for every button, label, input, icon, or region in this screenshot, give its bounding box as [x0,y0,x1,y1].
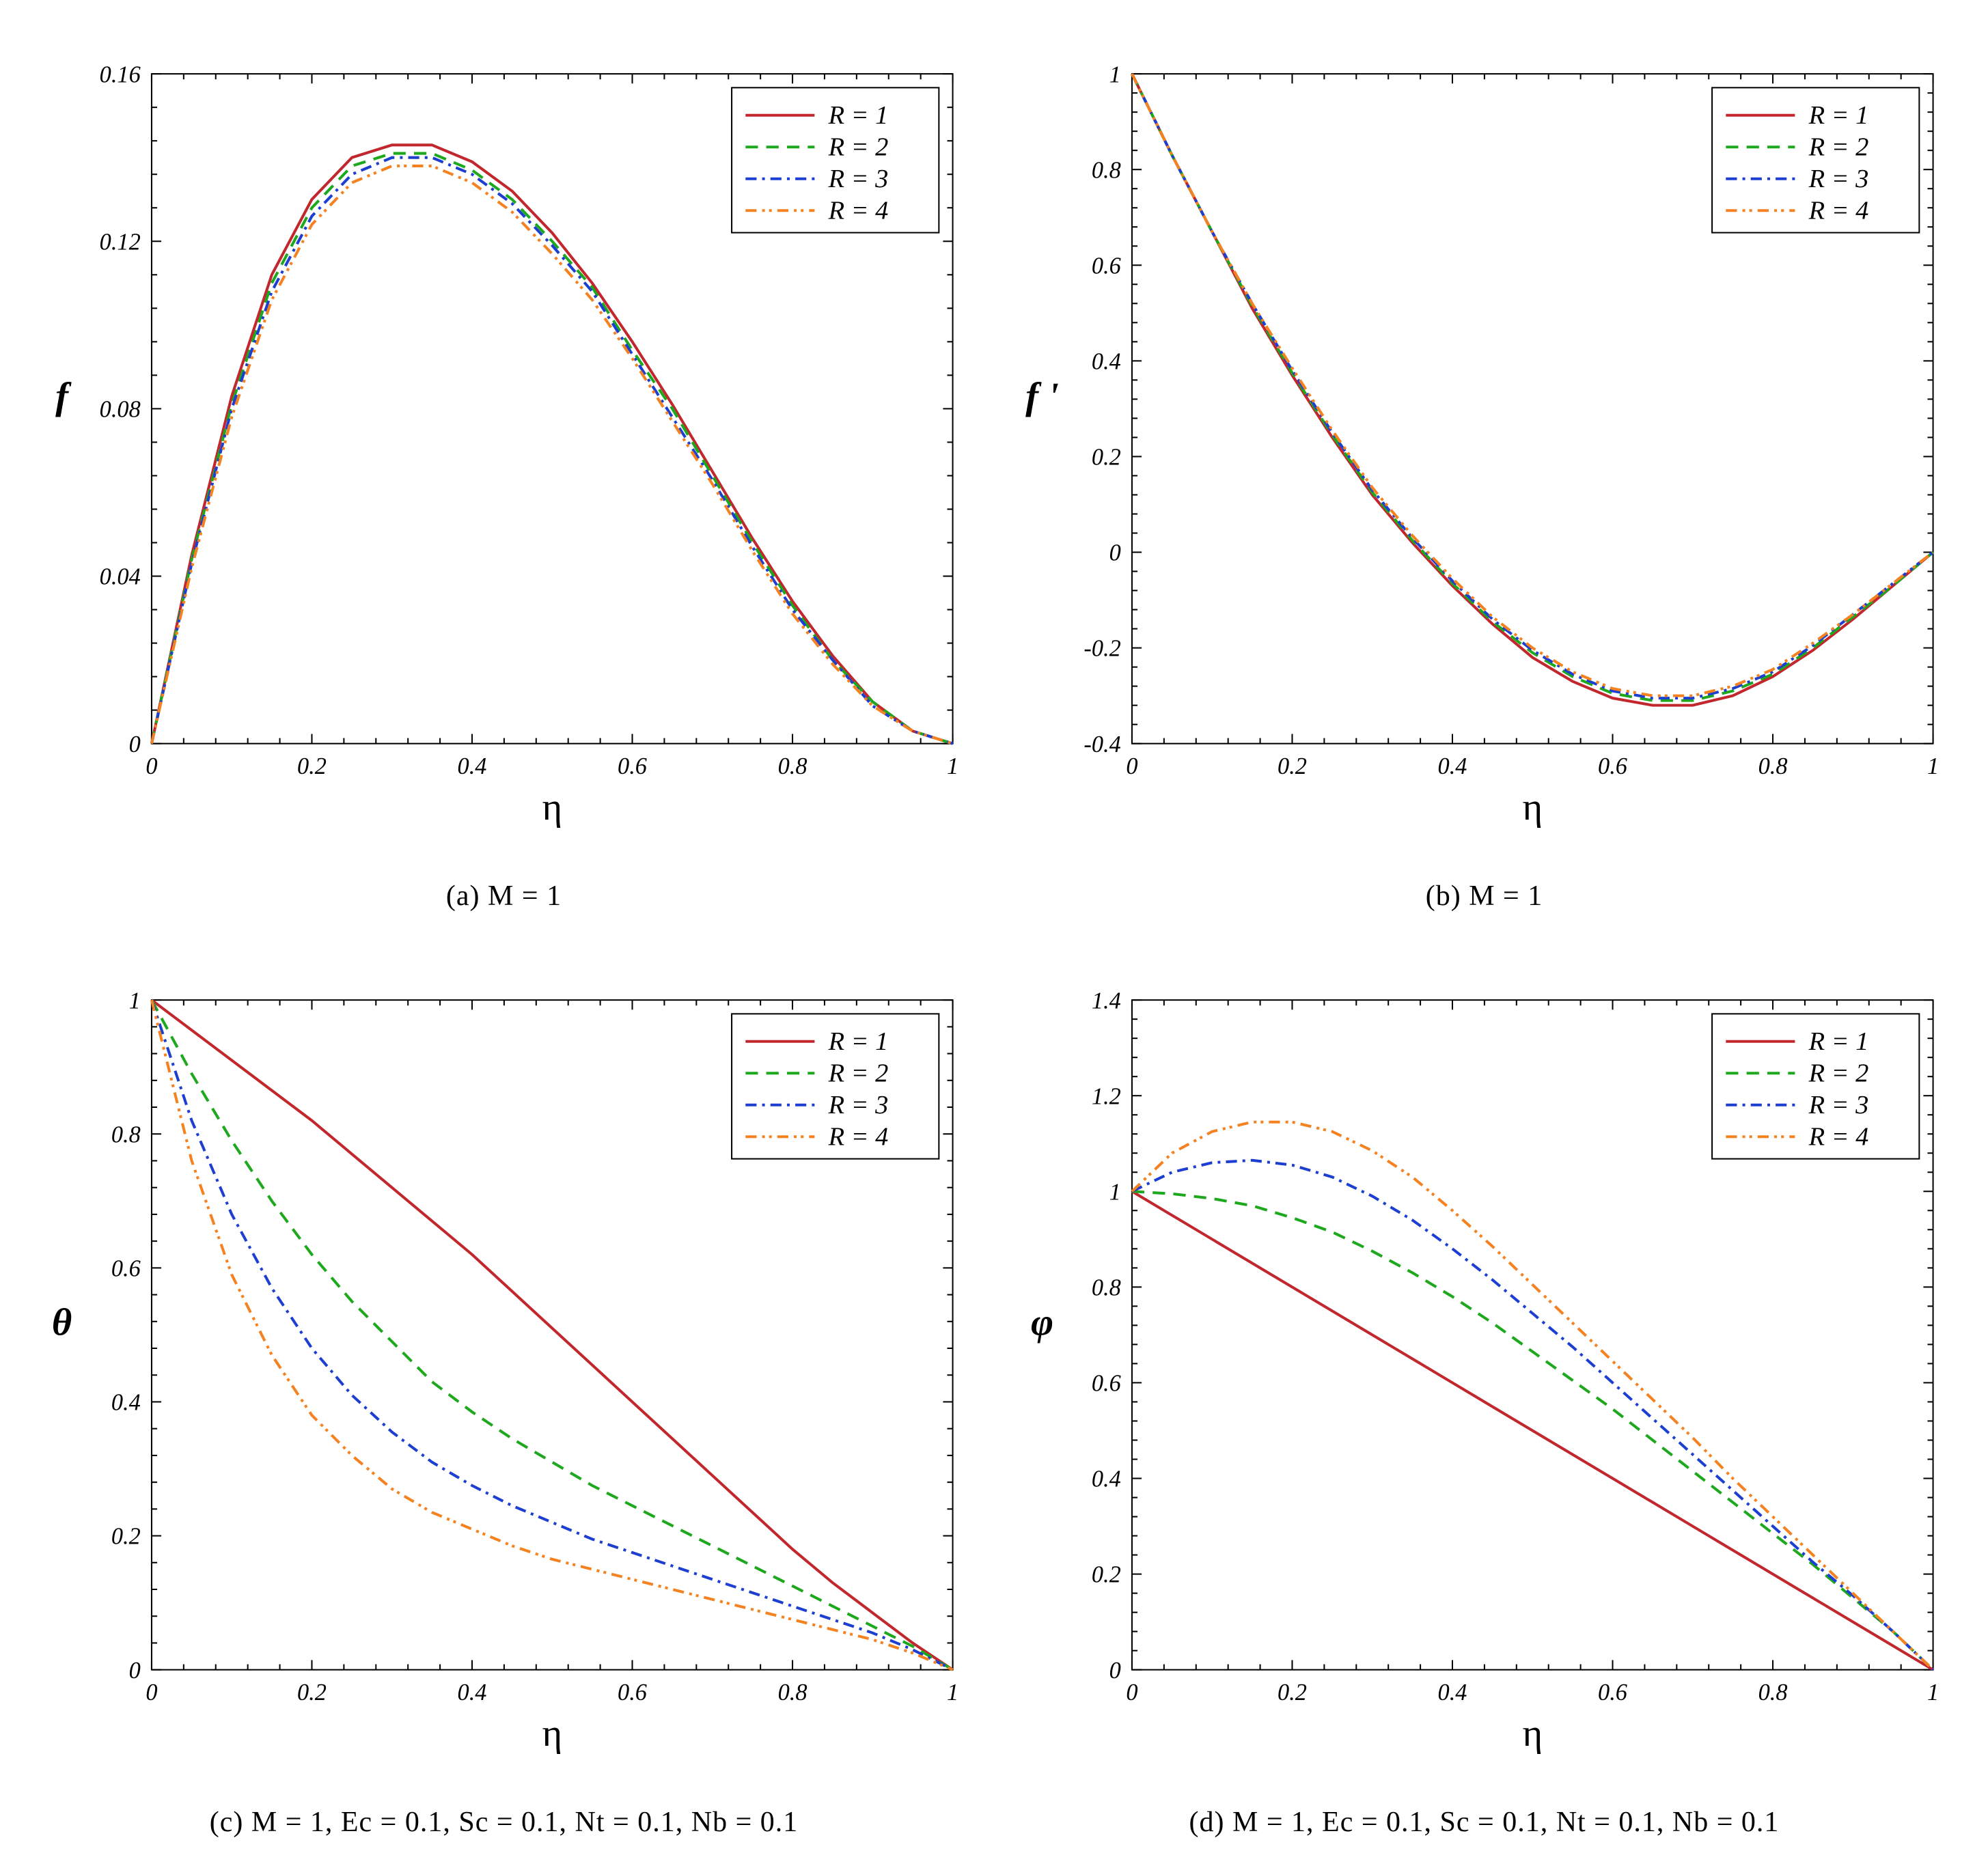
figure-grid: 0 0.2 0.4 0.6 0.8 1 0 0.04 0.08 0.12 0.16 η f R = 1 R … [0,0,1988,1866]
series-R1 [152,145,953,743]
svg-text:η: η [542,1712,562,1755]
svg-text:f: f [55,375,72,417]
caption-c: (c) M = 1, Ec = 0.1, Sc = 0.1, Nt = 0.1,… [210,1806,799,1839]
svg-text:-0.4: -0.4 [1083,732,1120,757]
plot-b: 0 0.2 0.4 0.6 0.8 1 -0.4 -0.2 0 0.2 0.4 0.6 0.8 1 η f '… [1008,27,1961,866]
svg-text:0.6: 0.6 [618,1680,648,1705]
svg-text:0.4: 0.4 [458,1680,487,1705]
svg-text:0.16: 0.16 [100,61,141,87]
legend-label-R2: R = 2 [1808,133,1869,161]
series-R1 [1132,1191,1933,1669]
svg-text:0.4: 0.4 [1092,1466,1121,1492]
legend-label-R1: R = 1 [828,101,889,130]
legend-label-R4: R = 4 [828,1122,889,1151]
svg-text:1: 1 [1927,1680,1939,1705]
svg-text:1: 1 [1109,1179,1121,1205]
legend-label-R2: R = 2 [828,1059,889,1087]
svg-text:0.6: 0.6 [1092,253,1122,279]
svg-text:0.2: 0.2 [1278,753,1307,779]
panel-b: 0 0.2 0.4 0.6 0.8 1 -0.4 -0.2 0 0.2 0.4 0.6 0.8 1 η f '… [1008,27,1961,913]
svg-text:1: 1 [947,753,958,779]
caption-b: (b) M = 1 [1426,880,1543,913]
panel-a: 0 0.2 0.4 0.6 0.8 1 0 0.04 0.08 0.12 0.16 η f R = 1 R … [27,27,980,913]
svg-text:0: 0 [129,732,141,757]
svg-text:0.8: 0.8 [1758,753,1788,779]
legend-label-R3: R = 3 [828,165,889,193]
legend-label-R4: R = 4 [1808,196,1869,225]
series-R3 [1132,1160,1933,1670]
svg-text:0: 0 [1126,1680,1137,1705]
svg-text:0: 0 [146,1680,157,1705]
svg-text:0.4: 0.4 [1092,348,1121,374]
svg-text:f ': f ' [1025,375,1059,417]
svg-text:0.2: 0.2 [1278,1680,1307,1705]
svg-text:0.4: 0.4 [1438,1680,1467,1705]
legend-label-R4: R = 4 [828,196,889,225]
svg-text:0.2: 0.2 [297,1680,327,1705]
svg-text:0: 0 [146,753,157,779]
svg-text:0.12: 0.12 [100,229,141,255]
svg-text:0.6: 0.6 [1598,1680,1628,1705]
svg-text:0.8: 0.8 [1758,1680,1788,1705]
legend-label-R2: R = 2 [1808,1059,1869,1087]
legend-label-R3: R = 3 [828,1091,889,1119]
panel-d: 0 0.2 0.4 0.6 0.8 1 0 0.2 0.4 0.6 0.8 1 1.2 1.4 η φ R = … [1008,953,1961,1839]
legend-label-R2: R = 2 [828,133,889,161]
svg-text:0.4: 0.4 [458,753,487,779]
svg-text:1: 1 [1109,61,1121,87]
svg-text:η: η [1522,1712,1543,1755]
svg-text:θ: θ [52,1301,72,1343]
svg-text:0.6: 0.6 [111,1255,141,1281]
svg-text:1.2: 1.2 [1092,1083,1121,1109]
svg-text:0.08: 0.08 [100,397,141,423]
svg-text:1.4: 1.4 [1092,988,1121,1014]
svg-text:0.8: 0.8 [778,1680,807,1705]
svg-text:0.8: 0.8 [1092,1275,1121,1300]
caption-d: (d) M = 1, Ec = 0.1, Sc = 0.1, Nt = 0.1,… [1189,1806,1780,1839]
svg-text:0.2: 0.2 [1092,445,1121,471]
svg-text:0.8: 0.8 [778,753,807,779]
caption-a: (a) M = 1 [446,880,562,913]
series-R4 [1132,1122,1933,1670]
plot-a: 0 0.2 0.4 0.6 0.8 1 0 0.04 0.08 0.12 0.16 η f R = 1 R … [27,27,980,866]
svg-text:0.2: 0.2 [111,1524,141,1550]
svg-text:0.6: 0.6 [618,753,648,779]
svg-text:0: 0 [129,1658,141,1684]
legend-label-R1: R = 1 [1808,1027,1869,1056]
svg-text:0.2: 0.2 [1092,1562,1121,1588]
svg-text:0: 0 [1109,1658,1121,1684]
svg-text:1: 1 [947,1680,958,1705]
legend-label-R1: R = 1 [1808,101,1869,130]
svg-text:0: 0 [1126,753,1137,779]
svg-text:0: 0 [1109,540,1121,566]
legend-label-R4: R = 4 [1808,1122,1869,1151]
svg-text:η: η [1522,786,1543,828]
legend-label-R1: R = 1 [828,1027,889,1056]
svg-text:1: 1 [1927,753,1939,779]
svg-text:0.8: 0.8 [1092,157,1121,183]
svg-text:0.4: 0.4 [1438,753,1467,779]
plot-c: 0 0.2 0.4 0.6 0.8 1 0 0.2 0.4 0.6 0.8 1 η θ R = 1 R = 2… [27,953,980,1792]
svg-text:η: η [542,786,562,828]
svg-text:0.8: 0.8 [111,1122,141,1147]
svg-text:0.6: 0.6 [1598,753,1628,779]
legend-label-R3: R = 3 [1808,1091,1869,1119]
svg-text:0.2: 0.2 [297,753,327,779]
svg-text:0.4: 0.4 [111,1390,141,1416]
svg-text:0.6: 0.6 [1092,1371,1122,1397]
panel-c: 0 0.2 0.4 0.6 0.8 1 0 0.2 0.4 0.6 0.8 1 η θ R = 1 R = 2… [27,953,980,1839]
svg-text:1: 1 [129,988,141,1014]
svg-text:φ: φ [1031,1301,1053,1343]
svg-text:0.04: 0.04 [100,564,141,590]
legend-label-R3: R = 3 [1808,165,1869,193]
svg-text:-0.2: -0.2 [1083,636,1120,662]
plot-d: 0 0.2 0.4 0.6 0.8 1 0 0.2 0.4 0.6 0.8 1 1.2 1.4 η φ R = … [1008,953,1961,1792]
